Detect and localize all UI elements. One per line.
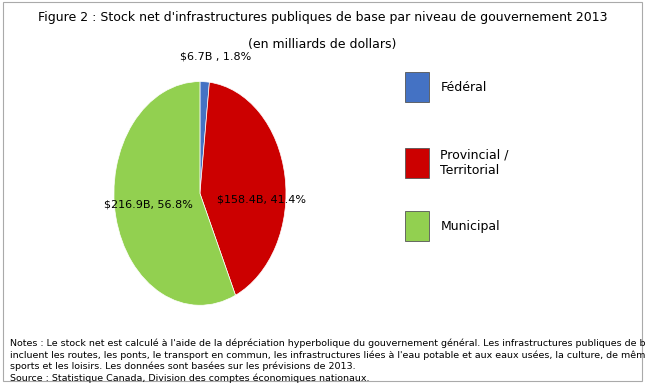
Text: Fédéral: Fédéral (441, 81, 487, 93)
FancyBboxPatch shape (404, 148, 428, 178)
Text: Municipal: Municipal (441, 220, 500, 232)
Text: sports et les loisirs. Les données sont basées sur les prévisions de 2013.: sports et les loisirs. Les données sont … (10, 362, 355, 372)
Text: Figure 2 : Stock net d'infrastructures publiques de base par niveau de gouvernem: Figure 2 : Stock net d'infrastructures p… (38, 11, 607, 25)
Text: Provincial /
Territorial: Provincial / Territorial (441, 149, 509, 177)
Text: $6.7B , 1.8%: $6.7B , 1.8% (180, 52, 251, 62)
Text: Source : Statistique Canada, Division des comptes économiques nationaux.: Source : Statistique Canada, Division de… (10, 373, 369, 383)
Wedge shape (200, 82, 286, 295)
Text: (en milliards de dollars): (en milliards de dollars) (248, 38, 397, 51)
Wedge shape (114, 82, 235, 305)
Text: incluent les routes, les ponts, le transport en commun, les infrastructures liée: incluent les routes, les ponts, le trans… (10, 350, 645, 360)
FancyBboxPatch shape (404, 72, 428, 102)
Text: $158.4B, 41.4%: $158.4B, 41.4% (217, 194, 306, 204)
Wedge shape (200, 82, 210, 193)
Text: $216.9B, 56.8%: $216.9B, 56.8% (104, 200, 193, 210)
FancyBboxPatch shape (404, 211, 428, 241)
Text: Notes : Le stock net est calculé à l'aide de la dépréciation hyperbolique du gou: Notes : Le stock net est calculé à l'aid… (10, 339, 645, 349)
